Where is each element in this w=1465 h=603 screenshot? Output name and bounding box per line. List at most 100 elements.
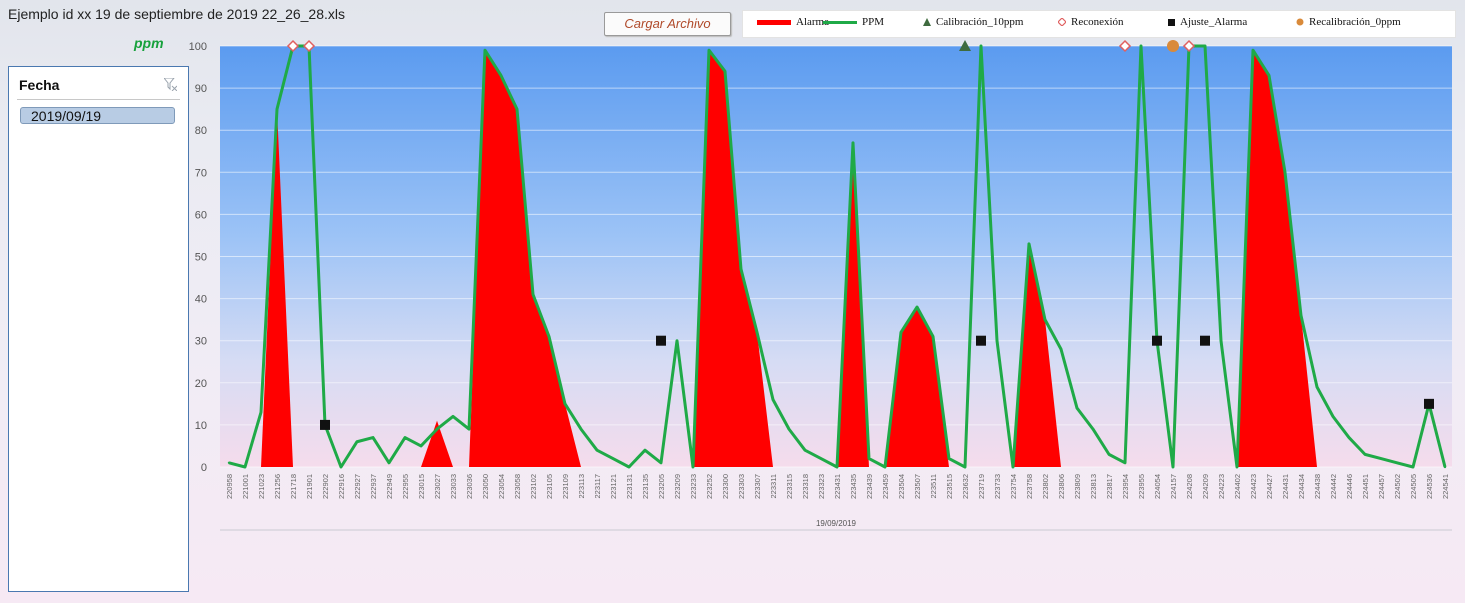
square-icon xyxy=(1168,18,1175,26)
y-tick-label: 30 xyxy=(195,336,207,348)
x-tick-label: 223733 xyxy=(993,474,1002,499)
alarm-area xyxy=(421,420,453,467)
y-tick-label: 60 xyxy=(195,209,207,221)
alarm-adjust-marker xyxy=(656,335,666,346)
ppm-point xyxy=(1283,171,1287,174)
legend-item-recalibracion: Recalibración_0ppm xyxy=(1296,16,1401,28)
recalibration-marker xyxy=(1167,40,1179,52)
ppm-point xyxy=(1235,465,1239,469)
x-tick-label: 224451 xyxy=(1361,474,1370,499)
x-tick-label: 223515 xyxy=(945,474,954,499)
ppm-point xyxy=(1395,461,1399,464)
ppm-point xyxy=(787,427,791,431)
ppm-point xyxy=(579,427,583,431)
x-tick-label: 222927 xyxy=(353,474,362,499)
load-file-button[interactable]: Cargar Archivo xyxy=(604,12,731,36)
x-tick-label: 223719 xyxy=(977,474,986,499)
y-tick-label: 80 xyxy=(195,125,207,137)
alarm-area xyxy=(1237,50,1317,468)
x-tick-label: 224223 xyxy=(1217,474,1226,499)
x-tick-label: 222902 xyxy=(321,474,330,499)
x-tick-label: 221718 xyxy=(289,474,298,499)
x-tick-label: 224457 xyxy=(1377,474,1386,499)
ppm-point xyxy=(1107,453,1111,456)
legend-swatch-ppm xyxy=(823,20,857,24)
x-tick-label: 224446 xyxy=(1345,474,1354,499)
x-tick-label: 223806 xyxy=(1057,474,1066,499)
x-tick-label: 223315 xyxy=(785,474,794,499)
x-tick-label: 223954 xyxy=(1121,474,1130,499)
file-title: Ejemplo id xx 19 de septiembre de 2019 2… xyxy=(8,6,345,22)
x-tick-label: 223817 xyxy=(1105,474,1114,499)
legend-swatch-alarma xyxy=(757,19,791,25)
ppm-point xyxy=(227,461,231,464)
ppm-point xyxy=(1075,406,1079,410)
chart-legend: Alarma PPM Calibración_10ppm Reconexión … xyxy=(742,10,1456,38)
ppm-point xyxy=(451,415,455,418)
ppm-point xyxy=(1251,49,1255,52)
x-tick-label: 223809 xyxy=(1073,474,1082,499)
x-tick-label: 223131 xyxy=(625,474,634,499)
x-tick-label: 222955 xyxy=(401,474,410,499)
ppm-point xyxy=(467,427,471,431)
ppm-point xyxy=(275,107,279,111)
x-tick-label: 223054 xyxy=(497,474,506,499)
slicer-item-date[interactable]: 2019/09/19 xyxy=(20,107,175,124)
legend-item-alarma: Alarma xyxy=(757,16,829,28)
clear-filter-icon[interactable] xyxy=(164,78,177,91)
ppm-point xyxy=(387,461,391,464)
x-tick-label: 223205 xyxy=(657,474,666,499)
x-tick-label: 222916 xyxy=(337,474,346,499)
slicer-title: Fecha xyxy=(19,77,60,93)
x-tick-label: 224402 xyxy=(1233,474,1242,499)
ppm-point xyxy=(499,74,503,77)
x-tick-label: 224209 xyxy=(1201,474,1210,499)
x-tick-label: 224502 xyxy=(1393,474,1402,499)
reconnection-marker xyxy=(286,39,300,53)
x-tick-label: 223754 xyxy=(1009,474,1018,499)
ppm-point xyxy=(963,465,967,469)
ppm-point xyxy=(1219,339,1223,342)
x-tick-label: 224536 xyxy=(1425,474,1434,499)
alarm-adjust-marker xyxy=(320,419,330,430)
y-tick-label: 40 xyxy=(195,294,207,306)
x-tick-label: 224157 xyxy=(1169,474,1178,499)
x-tick-label: 223109 xyxy=(561,474,570,499)
x-tick-label: 224427 xyxy=(1265,474,1274,499)
ppm-point xyxy=(1171,465,1175,469)
x-tick-label: 223105 xyxy=(545,474,554,499)
x-tick-label: 223435 xyxy=(849,474,858,499)
reconnection-marker xyxy=(1118,39,1132,53)
alarm-adjust-marker xyxy=(976,335,986,346)
ppm-point xyxy=(1203,44,1207,48)
ppm-point xyxy=(1059,347,1063,351)
x-tick-label: 223036 xyxy=(465,474,474,499)
diamond-icon xyxy=(1058,18,1066,26)
ppm-point xyxy=(419,444,423,448)
x-axis-date-label: 19/09/2019 xyxy=(816,519,857,528)
x-tick-label: 224438 xyxy=(1313,474,1322,499)
ppm-point xyxy=(531,293,535,296)
legend-item-calibracion: Calibración_10ppm xyxy=(923,16,1023,28)
alarm-adjust-marker xyxy=(1152,335,1162,346)
y-tick-label: 100 xyxy=(189,41,207,53)
ppm-point xyxy=(595,448,599,452)
y-tick-label: 90 xyxy=(195,83,207,95)
x-tick-label: 223113 xyxy=(577,474,586,498)
x-tick-label: 222937 xyxy=(369,474,378,499)
x-tick-label: 221001 xyxy=(241,474,250,499)
x-tick-label: 222949 xyxy=(385,474,394,499)
x-tick-label: 224434 xyxy=(1297,474,1306,499)
x-tick-label: 223233 xyxy=(689,474,698,499)
ppm-point xyxy=(1011,465,1015,469)
x-tick-label: 223955 xyxy=(1137,474,1146,499)
x-tick-label: 223252 xyxy=(705,474,714,499)
x-tick-label: 223102 xyxy=(529,474,538,499)
ppm-point xyxy=(723,70,727,73)
ppm-point xyxy=(483,49,487,52)
ppm-point xyxy=(1379,457,1383,460)
x-tick-label: 224208 xyxy=(1185,474,1194,499)
ppm-point xyxy=(1027,242,1031,246)
legend-label-ppm: PPM xyxy=(862,16,885,28)
ppm-point xyxy=(739,267,743,271)
